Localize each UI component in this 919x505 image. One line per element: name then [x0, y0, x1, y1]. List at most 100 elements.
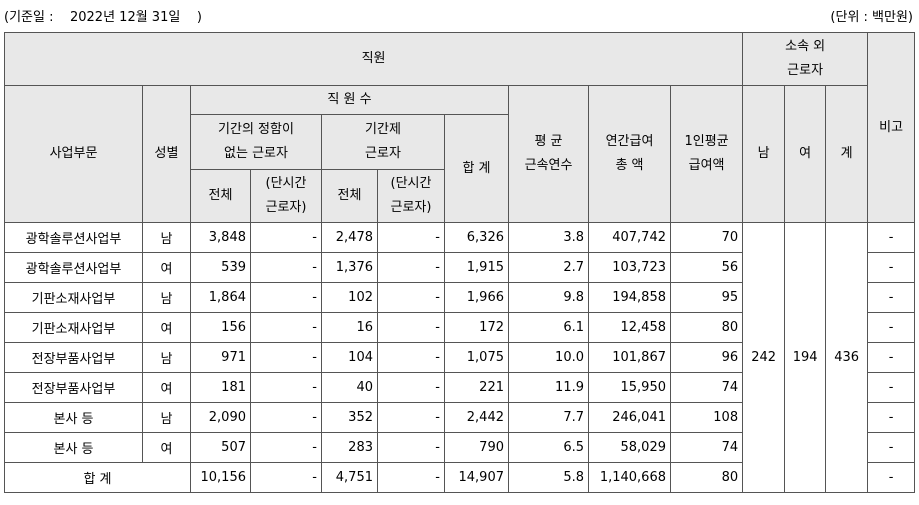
avg-pay-cell: 95 [669, 282, 744, 313]
gender-cell: 여 [142, 252, 191, 283]
note-cell: - [867, 402, 916, 433]
fixed-part-time-cell: - [377, 432, 445, 463]
header-annual-pay: 연간급여 총 액 [588, 85, 671, 223]
total-total-cell: 14,907 [444, 462, 509, 493]
outside-male-cell: 242 [742, 222, 786, 493]
division-cell: 기판소재사업부 [4, 282, 143, 313]
gender-cell: 남 [142, 222, 191, 253]
fixed-all-cell: 16 [321, 312, 378, 343]
indefinite-all-cell: 1,864 [190, 282, 251, 313]
note-cell: - [867, 312, 916, 343]
division-cell: 기판소재사업부 [4, 312, 143, 343]
outside-female-cell: 194 [784, 222, 827, 493]
table-row: 기판소재사업부 남 1,864-102-1,966 9.8 194,858 95- [4, 282, 916, 313]
avg-pay-cell: 70 [669, 222, 744, 253]
table-row: 전장부품사업부 여 181-40-221 11.9 15,950 74- [4, 372, 916, 403]
header-outside-workers: 소속 외 근로자 [742, 32, 869, 86]
total-cell: 2,442 [444, 402, 509, 433]
indefinite-part-time-cell: - [250, 282, 322, 313]
indefinite-all-cell: 971 [190, 342, 251, 373]
table-row: 기판소재사업부 여 156-16-172 6.1 12,458 80- [4, 312, 916, 343]
header-indefinite-all: 전체 [190, 169, 251, 223]
note-cell: - [867, 282, 916, 313]
fixed-part-time-cell: - [377, 402, 445, 433]
header-total: 합 계 [444, 114, 509, 223]
fixed-all-cell: 104 [321, 342, 378, 373]
avg-tenure-cell: 6.1 [508, 312, 589, 343]
fixed-all-cell: 102 [321, 282, 378, 313]
total-cell: 1,915 [444, 252, 509, 283]
indefinite-part-time-cell: - [250, 252, 322, 283]
annual-pay-cell: 101,867 [588, 342, 671, 373]
avg-tenure-cell: 6.5 [508, 432, 589, 463]
indefinite-all-cell: 539 [190, 252, 251, 283]
note-cell: - [867, 432, 916, 463]
indefinite-all-cell: 3,848 [190, 222, 251, 253]
total-annual-pay-cell: 1,140,668 [588, 462, 671, 493]
fixed-all-cell: 2,478 [321, 222, 378, 253]
avg-pay-cell: 56 [669, 252, 744, 283]
annual-pay-cell: 12,458 [588, 312, 671, 343]
indefinite-part-time-cell: - [250, 222, 322, 253]
division-cell: 본사 등 [4, 432, 143, 463]
table-row: 본사 등 남 2,090-352-2,442 7.7 246,041 108- [4, 402, 916, 433]
header-fixed-part-time: (단시간 근로자) [377, 169, 445, 223]
division-cell: 광학솔루션사업부 [4, 252, 143, 283]
avg-pay-cell: 108 [669, 402, 744, 433]
header-avg-pay: 1인평균 급여액 [669, 85, 744, 223]
header-sum: 계 [825, 85, 869, 223]
avg-tenure-cell: 9.8 [508, 282, 589, 313]
annual-pay-cell: 407,742 [588, 222, 671, 253]
total-row: 합 계 10,156-4,751-14,907 5.8 1,140,668 80- [4, 462, 916, 493]
avg-pay-cell: 80 [669, 312, 744, 343]
header-gender: 성별 [142, 85, 191, 223]
division-cell: 광학솔루션사업부 [4, 222, 143, 253]
total-indefinite-all-cell: 10,156 [190, 462, 251, 493]
table-row: 광학솔루션사업부 남 3,848-2,478-6,326 3.8 407,742 70 24… [4, 222, 916, 493]
header-indefinite-workers: 기간의 정함이 없는 근로자 [190, 114, 322, 170]
outside-sum-cell: 436 [825, 222, 869, 493]
header-male: 남 [742, 85, 786, 223]
fixed-part-time-cell: - [377, 342, 445, 373]
indefinite-part-time-cell: - [250, 342, 322, 373]
total-row-label: 합 계 [4, 462, 191, 493]
division-cell: 전장부품사업부 [4, 372, 143, 403]
gender-cell: 남 [142, 342, 191, 373]
avg-tenure-cell: 10.0 [508, 342, 589, 373]
avg-tenure-cell: 11.9 [508, 372, 589, 403]
note-cell: - [867, 342, 916, 373]
table-row: 전장부품사업부 남 971-104-1,075 10.0 101,867 96- [4, 342, 916, 373]
table-row: 본사 등 여 507-283-790 6.5 58,029 74- [4, 432, 916, 463]
fixed-all-cell: 40 [321, 372, 378, 403]
header-employees: 직원 [3, 32, 744, 86]
header-division: 사업부문 [4, 85, 143, 223]
note-cell: - [867, 372, 916, 403]
fixed-all-cell: 283 [321, 432, 378, 463]
avg-tenure-cell: 3.8 [508, 222, 589, 253]
note-cell: - [867, 222, 916, 253]
annual-pay-cell: 15,950 [588, 372, 671, 403]
total-fixed-all-cell: 4,751 [321, 462, 378, 493]
indefinite-all-cell: 2,090 [190, 402, 251, 433]
indefinite-all-cell: 156 [190, 312, 251, 343]
fixed-part-time-cell: - [377, 312, 445, 343]
avg-pay-cell: 74 [669, 372, 744, 403]
avg-tenure-cell: 2.7 [508, 252, 589, 283]
total-indefinite-part-time-cell: - [250, 462, 322, 493]
gender-cell: 남 [142, 402, 191, 433]
header-note: 비고 [867, 32, 916, 223]
division-cell: 본사 등 [4, 402, 143, 433]
total-fixed-part-time-cell: - [377, 462, 445, 493]
avg-tenure-cell: 7.7 [508, 402, 589, 433]
base-date-label: (기준일 : 2022년 12월 31일 ) [4, 10, 202, 25]
header-headcount: 직 원 수 [190, 85, 509, 115]
header-fixed-term-workers: 기간제 근로자 [321, 114, 445, 170]
indefinite-all-cell: 507 [190, 432, 251, 463]
avg-pay-cell: 96 [669, 342, 744, 373]
total-avg-pay-cell: 80 [669, 462, 744, 493]
indefinite-part-time-cell: - [250, 432, 322, 463]
indefinite-part-time-cell: - [250, 402, 322, 433]
gender-cell: 여 [142, 312, 191, 343]
total-cell: 1,075 [444, 342, 509, 373]
indefinite-part-time-cell: - [250, 312, 322, 343]
